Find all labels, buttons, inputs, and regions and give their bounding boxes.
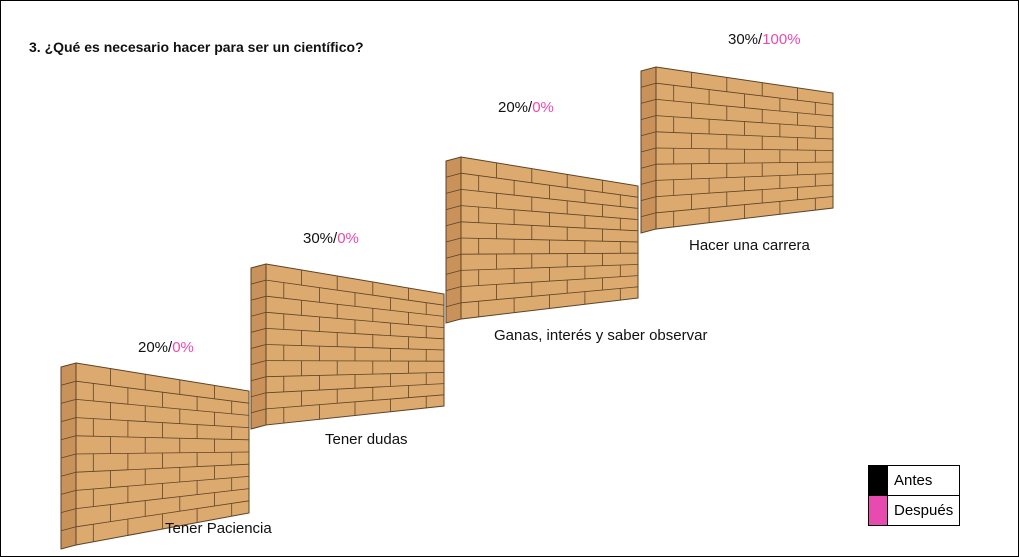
title: 3. ¿Qué es necesario hacer para ser un c… bbox=[29, 39, 364, 55]
legend-label: Después bbox=[888, 496, 960, 526]
page: 3. ¿Qué es necesario hacer para ser un c… bbox=[0, 0, 1019, 557]
antes: 20% bbox=[138, 339, 168, 356]
despues: 0% bbox=[337, 230, 359, 247]
antes: 20% bbox=[498, 99, 528, 116]
percent-label: 30%/0% bbox=[303, 230, 359, 247]
despues: 0% bbox=[172, 339, 194, 356]
legend: Antes Después bbox=[868, 465, 960, 526]
antes: 30% bbox=[303, 230, 333, 247]
walls bbox=[1, 1, 1018, 556]
legend-swatch bbox=[869, 496, 888, 526]
antes: 30% bbox=[728, 31, 758, 48]
legend-label: Antes bbox=[888, 466, 960, 496]
step-label: Ganas, interés y saber observar bbox=[494, 327, 707, 344]
wall-front bbox=[266, 264, 444, 425]
step-label: Tener Paciencia bbox=[165, 520, 272, 537]
step-label: Hacer una carrera bbox=[689, 237, 810, 254]
percent-label: 30%/100% bbox=[728, 31, 801, 48]
percent-label: 20%/0% bbox=[138, 339, 194, 356]
percent-label: 20%/0% bbox=[498, 99, 554, 116]
legend-swatch bbox=[869, 466, 888, 496]
despues: 0% bbox=[532, 99, 554, 116]
brick-wall bbox=[251, 264, 444, 429]
brick-wall bbox=[641, 67, 833, 233]
despues: 100% bbox=[762, 31, 800, 48]
brick-wall bbox=[446, 157, 638, 323]
step-label: Tener dudas bbox=[325, 431, 408, 448]
